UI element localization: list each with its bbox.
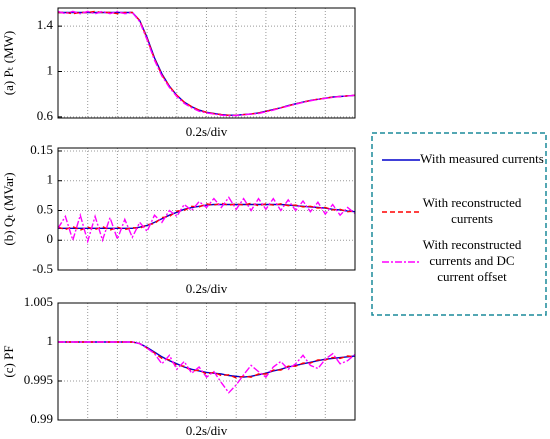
y-tick-label: -0.5	[32, 261, 53, 276]
legend-label: With measured currents	[420, 151, 544, 166]
y-tick-label: 1	[47, 172, 54, 187]
y-axis-label: (b) Qₜ (MVar)	[1, 172, 16, 245]
y-tick-label: 1.005	[24, 294, 53, 309]
y-tick-label: 1	[47, 333, 54, 348]
series-line	[58, 341, 356, 378]
y-axis-label: (c) PF	[1, 345, 16, 377]
y-tick-label: 0.6	[37, 108, 54, 123]
plot-frame	[57, 147, 356, 271]
x-axis-label: 0.2s/div	[186, 281, 228, 296]
legend-label: With reconstructed currents	[423, 195, 522, 226]
y-tick-label: 0.99	[30, 411, 53, 426]
y-tick-label: 1.4	[37, 17, 54, 32]
y-tick-label: 0.995	[24, 372, 53, 387]
y-tick-label: 0	[47, 231, 54, 246]
series-line	[57, 10, 356, 117]
legend-box	[371, 132, 547, 316]
y-tick-label: 1	[47, 62, 54, 77]
y-tick-label: 0.15	[30, 142, 53, 157]
series-line	[58, 11, 356, 116]
series-line	[58, 341, 356, 394]
series-line	[57, 196, 356, 244]
x-axis-label: 0.2s/div	[186, 124, 228, 139]
legend-label: With reconstructed currents and DC current…	[423, 237, 522, 284]
y-tick-label: 0.5	[37, 201, 53, 216]
x-axis-label: 0.2s/div	[186, 423, 228, 438]
y-axis-label: (a) Pₜ (MW)	[1, 31, 16, 95]
series-line	[57, 202, 356, 231]
plot-frame	[57, 7, 356, 119]
plot-frame	[57, 302, 356, 421]
